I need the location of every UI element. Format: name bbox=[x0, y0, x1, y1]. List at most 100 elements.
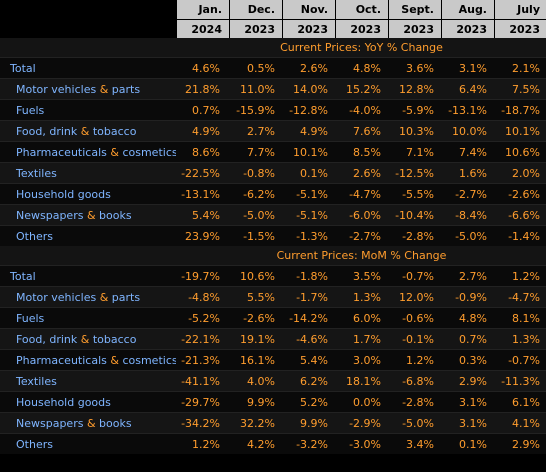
table-cell[interactable]: 1.2% bbox=[494, 265, 546, 286]
table-cell[interactable]: 12.0% bbox=[388, 286, 441, 307]
table-cell[interactable]: 8.5% bbox=[335, 141, 388, 162]
table-row[interactable]: Textiles -22.5% -0.8% 0.1% 2.6% -12.5% 1.6% 2.0… bbox=[0, 162, 546, 183]
table-cell[interactable]: 6.4% bbox=[441, 78, 494, 99]
row-label[interactable]: Textiles bbox=[0, 162, 176, 183]
table-cell[interactable]: -14.2% bbox=[282, 307, 335, 328]
table-cell[interactable]: 3.4% bbox=[388, 433, 441, 454]
table-cell[interactable]: -2.9% bbox=[335, 412, 388, 433]
table-cell[interactable]: 15.2% bbox=[335, 78, 388, 99]
table-cell[interactable]: -4.0% bbox=[335, 99, 388, 120]
table-cell[interactable]: -5.1% bbox=[282, 204, 335, 225]
table-cell[interactable]: 5.4% bbox=[176, 204, 229, 225]
table-cell[interactable]: -1.3% bbox=[282, 225, 335, 246]
table-cell[interactable]: -0.9% bbox=[441, 286, 494, 307]
table-cell[interactable]: 1.3% bbox=[494, 328, 546, 349]
table-cell[interactable]: -21.3% bbox=[176, 349, 229, 370]
table-cell[interactable]: 4.2% bbox=[229, 433, 282, 454]
column-header-month[interactable]: Sept. bbox=[388, 0, 441, 19]
table-cell[interactable]: -5.0% bbox=[229, 204, 282, 225]
row-label[interactable]: Newspapers & books bbox=[0, 412, 176, 433]
table-cell[interactable]: 18.1% bbox=[335, 370, 388, 391]
table-cell[interactable]: 4.8% bbox=[335, 57, 388, 78]
row-label[interactable]: Newspapers & books bbox=[0, 204, 176, 225]
row-label[interactable]: Motor vehicles & parts bbox=[0, 78, 176, 99]
table-cell[interactable]: 6.2% bbox=[282, 370, 335, 391]
table-cell[interactable]: 1.2% bbox=[176, 433, 229, 454]
table-cell[interactable]: 2.9% bbox=[494, 433, 546, 454]
table-cell[interactable]: 11.0% bbox=[229, 78, 282, 99]
table-cell[interactable]: -4.8% bbox=[176, 286, 229, 307]
table-cell[interactable]: 9.9% bbox=[282, 412, 335, 433]
table-cell[interactable]: -4.6% bbox=[282, 328, 335, 349]
table-cell[interactable]: -12.8% bbox=[282, 99, 335, 120]
table-cell[interactable]: -22.5% bbox=[176, 162, 229, 183]
table-cell[interactable]: -5.5% bbox=[388, 183, 441, 204]
table-cell[interactable]: -0.7% bbox=[388, 265, 441, 286]
table-cell[interactable]: -6.6% bbox=[494, 204, 546, 225]
table-cell[interactable]: 7.1% bbox=[388, 141, 441, 162]
table-cell[interactable]: -13.1% bbox=[176, 183, 229, 204]
table-cell[interactable]: 4.6% bbox=[176, 57, 229, 78]
table-cell[interactable]: 0.1% bbox=[282, 162, 335, 183]
table-cell[interactable]: 12.8% bbox=[388, 78, 441, 99]
row-label[interactable]: Others bbox=[0, 433, 176, 454]
table-cell[interactable]: 0.5% bbox=[229, 57, 282, 78]
row-label[interactable]: Textiles bbox=[0, 370, 176, 391]
table-cell[interactable]: 0.0% bbox=[335, 391, 388, 412]
table-cell[interactable]: 9.9% bbox=[229, 391, 282, 412]
row-label[interactable]: Pharmaceuticals & cosmetics bbox=[0, 349, 176, 370]
table-cell[interactable]: 3.1% bbox=[441, 412, 494, 433]
table-cell[interactable]: -41.1% bbox=[176, 370, 229, 391]
table-cell[interactable]: -0.6% bbox=[388, 307, 441, 328]
table-cell[interactable]: 10.3% bbox=[388, 120, 441, 141]
column-header-month[interactable]: Dec. bbox=[229, 0, 282, 19]
table-cell[interactable]: 5.4% bbox=[282, 349, 335, 370]
table-cell[interactable]: -2.7% bbox=[441, 183, 494, 204]
table-row[interactable]: Others 23.9% -1.5% -1.3% -2.7% -2.8% -5.0% -1.4… bbox=[0, 225, 546, 246]
table-cell[interactable]: 10.1% bbox=[494, 120, 546, 141]
table-cell[interactable]: 3.1% bbox=[441, 391, 494, 412]
table-cell[interactable]: 4.9% bbox=[282, 120, 335, 141]
row-label[interactable]: Household goods bbox=[0, 183, 176, 204]
table-cell[interactable]: 3.5% bbox=[335, 265, 388, 286]
table-cell[interactable]: 4.8% bbox=[441, 307, 494, 328]
table-cell[interactable]: 3.0% bbox=[335, 349, 388, 370]
table-cell[interactable]: 5.5% bbox=[229, 286, 282, 307]
table-cell[interactable]: -5.2% bbox=[176, 307, 229, 328]
row-label[interactable]: Motor vehicles & parts bbox=[0, 286, 176, 307]
table-row[interactable]: Total 4.6% 0.5% 2.6% 4.8% 3.6% 3.1% 2.1% bbox=[0, 57, 546, 78]
table-row[interactable]: Food, drink & tobacco 4.9% 2.7% 4.9% 7.6% 10.… bbox=[0, 120, 546, 141]
column-header-month[interactable]: Jan. bbox=[176, 0, 229, 19]
table-cell[interactable]: -5.0% bbox=[441, 225, 494, 246]
table-cell[interactable]: -6.8% bbox=[388, 370, 441, 391]
table-cell[interactable]: 32.2% bbox=[229, 412, 282, 433]
column-header-month[interactable]: Aug. bbox=[441, 0, 494, 19]
table-cell[interactable]: 6.0% bbox=[335, 307, 388, 328]
table-cell[interactable]: 2.7% bbox=[441, 265, 494, 286]
table-cell[interactable]: -5.1% bbox=[282, 183, 335, 204]
table-cell[interactable]: 8.1% bbox=[494, 307, 546, 328]
table-cell[interactable]: 2.9% bbox=[441, 370, 494, 391]
table-cell[interactable]: 7.7% bbox=[229, 141, 282, 162]
table-row[interactable]: Pharmaceuticals & cosmetics 8.6% 7.7% 10.1%… bbox=[0, 141, 546, 162]
table-cell[interactable]: 10.6% bbox=[229, 265, 282, 286]
row-label[interactable]: Fuels bbox=[0, 99, 176, 120]
row-label[interactable]: Total bbox=[0, 265, 176, 286]
table-cell[interactable]: -1.7% bbox=[282, 286, 335, 307]
table-cell[interactable]: 1.2% bbox=[388, 349, 441, 370]
table-cell[interactable]: 3.1% bbox=[441, 57, 494, 78]
table-cell[interactable]: -34.2% bbox=[176, 412, 229, 433]
table-cell[interactable]: 19.1% bbox=[229, 328, 282, 349]
table-cell[interactable]: 2.0% bbox=[494, 162, 546, 183]
table-cell[interactable]: -1.8% bbox=[282, 265, 335, 286]
row-label[interactable]: Fuels bbox=[0, 307, 176, 328]
table-cell[interactable]: 10.6% bbox=[494, 141, 546, 162]
table-cell[interactable]: 6.1% bbox=[494, 391, 546, 412]
table-cell[interactable]: 3.6% bbox=[388, 57, 441, 78]
table-cell[interactable]: 8.6% bbox=[176, 141, 229, 162]
table-cell[interactable]: -1.5% bbox=[229, 225, 282, 246]
table-cell[interactable]: 7.4% bbox=[441, 141, 494, 162]
table-cell[interactable]: -2.6% bbox=[229, 307, 282, 328]
table-cell[interactable]: -5.0% bbox=[388, 412, 441, 433]
table-cell[interactable]: -5.9% bbox=[388, 99, 441, 120]
